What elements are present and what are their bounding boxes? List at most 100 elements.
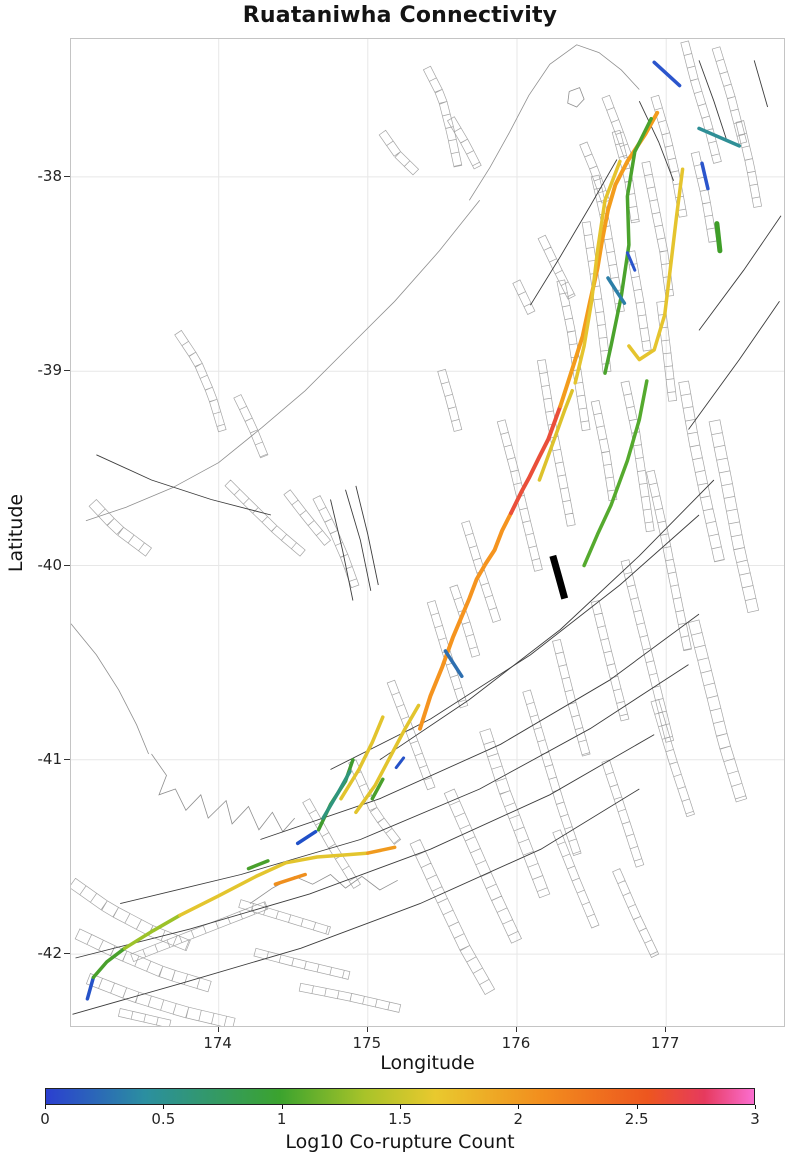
fault-ladder [449, 584, 481, 658]
x-tick-label: 176 [501, 1034, 531, 1052]
fault-trace [330, 499, 354, 601]
x-tick-label: 175 [352, 1034, 382, 1052]
fault-ladder [711, 46, 748, 145]
y-tick-label: -40 [37, 555, 63, 574]
rupture-path [606, 276, 627, 305]
fault-ladder [443, 788, 522, 944]
rupture-path [573, 159, 622, 385]
fault-ladder [579, 141, 610, 204]
fault-ladder [447, 116, 482, 170]
y-tick-mark [64, 759, 70, 760]
rupture-path [246, 859, 270, 871]
fault-ladder [74, 928, 212, 993]
colorbar-tick-label: 2.5 [624, 1110, 649, 1128]
colorbar-tick-mark [518, 1105, 519, 1109]
rupture-path [537, 388, 574, 482]
colorbar-gradient [45, 1088, 755, 1105]
y-tick-mark [64, 176, 70, 177]
fault-ladder [620, 380, 655, 533]
colorbar-tick-label: 1 [276, 1110, 287, 1128]
fault-ladder [645, 469, 692, 652]
fault-trace [379, 479, 715, 761]
fault-trace [260, 613, 700, 840]
y-tick-label: -38 [37, 166, 63, 185]
fault-ladder [537, 234, 576, 300]
fault-ladder [552, 829, 600, 929]
x-tick-mark [516, 1027, 517, 1032]
x-tick-label: 174 [203, 1034, 232, 1052]
colorbar-tick-mark [637, 1105, 638, 1109]
rupture-path [714, 221, 723, 254]
fault-ladder [422, 65, 463, 168]
y-tick-label: -41 [37, 749, 63, 768]
colorbar-tick-label: 3 [750, 1110, 760, 1128]
highlight-source-fault [549, 554, 569, 600]
rupture-path [509, 404, 563, 516]
rupture-path [366, 845, 397, 855]
colorbar-tick-mark [45, 1105, 46, 1109]
fault-ladder [690, 151, 718, 243]
colorbar-tick-label: 0 [40, 1110, 50, 1128]
fault-ladder [556, 279, 591, 432]
rupture-path [85, 975, 96, 1001]
rupture-path [122, 913, 182, 951]
colorbar-tick-mark [163, 1105, 164, 1109]
fault-trace [698, 60, 728, 143]
fault-ladder [378, 129, 420, 176]
fault-trace [75, 734, 655, 959]
rupture-path [321, 769, 352, 820]
rupture-path [700, 161, 710, 191]
rupture-path [273, 872, 307, 886]
rupture-path [625, 251, 637, 272]
rupture-path [370, 777, 385, 801]
colorbar-tick-label: 2 [513, 1110, 524, 1128]
fault-trace [638, 101, 675, 181]
fault-ladder [461, 520, 502, 623]
fault-ladder [253, 947, 351, 980]
y-tick-label: -42 [37, 944, 63, 963]
colorbar-tick-mark [755, 1105, 756, 1109]
fault-ladder [581, 221, 612, 373]
fault-trace [530, 159, 618, 306]
colorbar-tick-label: 0.5 [151, 1110, 176, 1128]
fault-ladder [174, 329, 227, 433]
y-tick-mark [64, 953, 70, 954]
map-plot-area [70, 38, 785, 1027]
fault-ladder [88, 499, 152, 557]
colorbar-label: Log10 Co-rupture Count [285, 1131, 515, 1153]
coastline [151, 753, 296, 833]
coastline [85, 200, 481, 522]
fault-ladder [302, 798, 361, 889]
fault-trace [345, 489, 372, 591]
fault-trace [120, 664, 689, 905]
fault-trace [72, 788, 640, 1015]
rupture-path [418, 511, 513, 731]
fault-ladder [687, 619, 748, 803]
x-tick-mark [665, 1027, 666, 1032]
fault-ladder [735, 120, 763, 208]
fault-ladder [117, 1008, 172, 1026]
rupture-path [394, 756, 406, 770]
fault-trace [330, 514, 700, 770]
fault-ladder [238, 899, 331, 936]
fault-trace [355, 485, 379, 586]
y-tick-mark [64, 565, 70, 566]
rupture-path [697, 126, 742, 148]
rupture-path [295, 829, 318, 846]
fault-ladder [224, 479, 306, 557]
fault-ladder [437, 368, 463, 432]
fault-ladder [283, 489, 331, 546]
fault-ladder [641, 160, 674, 297]
y-tick-mark [64, 370, 70, 371]
fault-ladder [130, 901, 269, 963]
fault-ladder [512, 279, 536, 315]
rupture-path [339, 715, 385, 801]
fault-trace [96, 454, 272, 516]
fault-trace [698, 215, 782, 331]
colorbar-tick-mark [400, 1105, 401, 1109]
fault-ladder [426, 600, 469, 709]
fault-ladder [601, 94, 633, 159]
fault-ladder [626, 250, 652, 352]
chart-title: Ruataniwha Connectivity [242, 3, 558, 28]
x-tick-mark [367, 1027, 368, 1032]
